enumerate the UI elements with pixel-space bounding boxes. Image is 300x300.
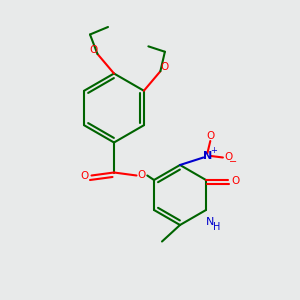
Text: O: O — [160, 62, 168, 72]
Text: +: + — [211, 146, 217, 155]
Text: N: N — [206, 217, 215, 227]
Text: O: O — [89, 45, 98, 55]
Text: O: O — [138, 169, 146, 180]
Text: O: O — [231, 176, 239, 186]
Text: O: O — [81, 171, 89, 182]
Text: −: − — [229, 157, 237, 167]
Text: O: O — [224, 152, 232, 163]
Text: H: H — [213, 221, 220, 232]
Text: N: N — [203, 151, 212, 161]
Text: O: O — [206, 131, 214, 141]
